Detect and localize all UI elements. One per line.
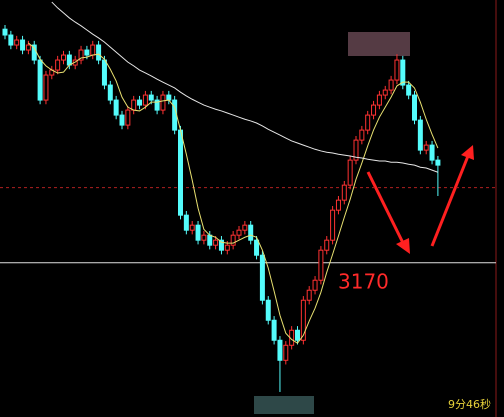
candle-body xyxy=(330,209,336,241)
candle-body xyxy=(160,94,166,111)
candle-body xyxy=(318,249,324,281)
candle-body xyxy=(37,59,43,101)
level-annotation: 3170 xyxy=(338,270,389,294)
candle-body xyxy=(406,84,412,96)
arrow-head xyxy=(396,238,410,254)
candle-body xyxy=(195,224,201,241)
candle-body xyxy=(78,49,84,61)
candle-body xyxy=(14,39,20,46)
candle-body xyxy=(242,224,248,231)
candle-body xyxy=(178,129,183,216)
candle-body xyxy=(90,44,96,56)
candle-body xyxy=(142,94,148,106)
candle-body xyxy=(335,199,341,211)
candle-body xyxy=(429,144,435,161)
candle-body xyxy=(25,44,31,51)
candle-body xyxy=(365,114,371,131)
candle-body xyxy=(359,129,365,141)
candle-body xyxy=(20,39,26,51)
candle-body xyxy=(312,279,318,291)
candle-body xyxy=(113,99,119,116)
candle-body xyxy=(259,254,265,301)
candle-body xyxy=(137,99,143,106)
candle-body xyxy=(295,329,300,341)
candle-body xyxy=(207,234,213,246)
candle-body xyxy=(382,89,388,96)
candle-body xyxy=(236,229,242,236)
candle-body xyxy=(277,339,283,361)
candle-body xyxy=(423,144,429,151)
candle-body xyxy=(84,49,90,56)
candle-body xyxy=(172,99,178,131)
arrow-head xyxy=(461,145,474,160)
moving-average xyxy=(28,42,439,344)
moving-average xyxy=(51,1,439,173)
candle-body xyxy=(254,239,260,256)
candle-body xyxy=(119,114,125,126)
blurred-label xyxy=(348,32,410,56)
candle-body xyxy=(371,104,377,116)
candle-body xyxy=(148,94,154,101)
candle-body xyxy=(154,99,160,111)
timer-box xyxy=(446,397,494,413)
candle-body xyxy=(412,94,417,121)
candle-body xyxy=(224,244,230,251)
arrow-down xyxy=(366,171,406,246)
candle-body xyxy=(201,234,207,241)
candle-body xyxy=(400,59,406,86)
candle-body xyxy=(271,319,277,341)
candle-body xyxy=(107,84,113,101)
candle-body xyxy=(347,159,353,186)
candle-body xyxy=(283,344,289,361)
candle-body xyxy=(306,289,312,301)
candle-body xyxy=(43,74,49,101)
arrow-up xyxy=(430,155,470,247)
candle-body xyxy=(101,59,107,86)
candle-body xyxy=(388,79,394,91)
candle-body xyxy=(265,299,271,321)
candle-body xyxy=(61,54,66,61)
blurred-label xyxy=(254,396,314,414)
candle-body xyxy=(55,59,61,71)
candle-body xyxy=(213,239,219,246)
candle-body xyxy=(66,54,72,66)
candle-body xyxy=(353,139,359,161)
candle-body xyxy=(8,34,14,46)
candle-body xyxy=(189,224,195,231)
candle-body xyxy=(230,234,236,246)
candle-body xyxy=(131,99,137,111)
candle-body xyxy=(125,109,131,126)
candle-body xyxy=(96,44,102,61)
annotation-arrows xyxy=(366,145,474,254)
candle-body xyxy=(248,224,254,241)
candle-body xyxy=(376,94,382,106)
candle-body xyxy=(183,214,189,231)
candle-body xyxy=(324,239,330,251)
candle-body xyxy=(300,299,306,341)
candle-body xyxy=(435,159,441,166)
timer: 9分46秒 xyxy=(448,397,491,411)
candle-body xyxy=(394,59,400,81)
candle-body xyxy=(166,94,172,101)
candle-body xyxy=(2,28,8,36)
candle-body xyxy=(218,239,224,251)
candle-body xyxy=(417,119,423,151)
candle-body xyxy=(341,184,347,201)
